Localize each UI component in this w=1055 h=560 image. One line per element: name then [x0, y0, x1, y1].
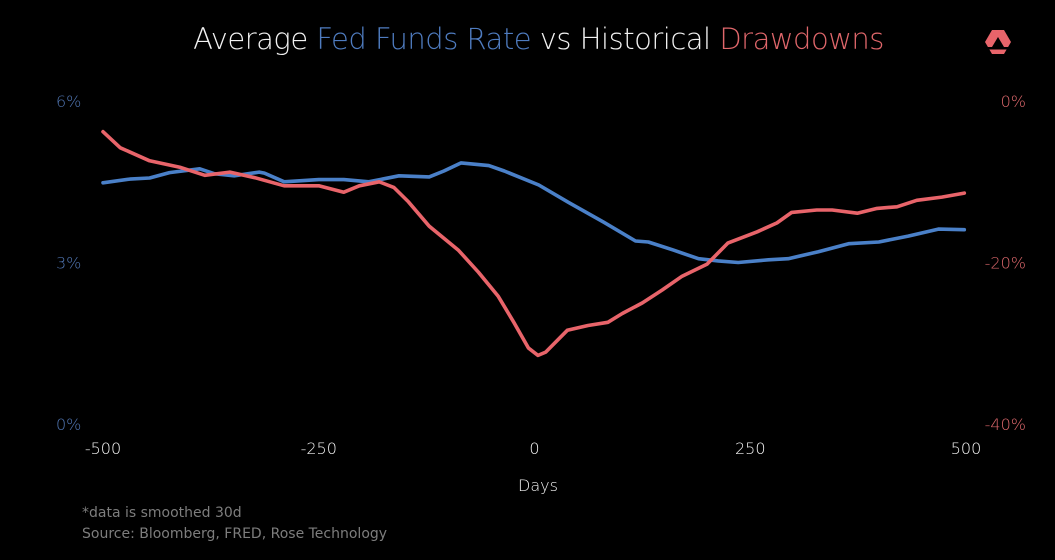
- triangle-hexagon-logo-icon: [985, 30, 1011, 54]
- y-left-tick-label: 3%: [56, 254, 81, 273]
- x-axis-label: Days: [518, 476, 558, 495]
- x-axis: -500 -250 0 250 500: [85, 439, 981, 458]
- x-tick-label: -500: [85, 439, 121, 458]
- logo-band-cutout: [987, 47, 1009, 50]
- logo-triangle-cutout: [992, 37, 1004, 47]
- title-fed-funds-rate: Fed Funds Rate: [316, 22, 532, 56]
- y-right-tick-label: -20%: [985, 254, 1026, 273]
- y-left-axis: 0% 3% 6%: [56, 92, 81, 434]
- y-left-tick-label: 6%: [56, 92, 81, 111]
- y-right-tick-label: 0%: [1001, 92, 1026, 111]
- fed-funds-rate-line: [101, 161, 967, 265]
- x-tick-label: -250: [301, 439, 337, 458]
- drawdown-line: [101, 129, 967, 358]
- chart-title: Average Fed Funds Rate vs Historical Dra…: [0, 22, 1055, 56]
- x-tick-label: 250: [735, 439, 766, 458]
- footnote: *data is smoothed 30d Source: Bloomberg,…: [82, 503, 387, 545]
- series-lines: [101, 129, 967, 358]
- x-tick-label: 0: [529, 439, 539, 458]
- x-tick-label: 500: [951, 439, 982, 458]
- y-left-tick-label: 0%: [56, 415, 81, 434]
- footnote-smoothing: *data is smoothed 30d: [82, 505, 242, 521]
- y-right-tick-label: -40%: [985, 415, 1026, 434]
- y-right-axis: -40% -20% 0%: [985, 92, 1026, 434]
- title-drawdowns: Drawdowns: [719, 22, 884, 56]
- title-average: Average: [193, 22, 317, 56]
- title-vs-historical: vs Historical: [531, 22, 720, 56]
- footnote-source: Source: Bloomberg, FRED, Rose Technology: [82, 526, 388, 542]
